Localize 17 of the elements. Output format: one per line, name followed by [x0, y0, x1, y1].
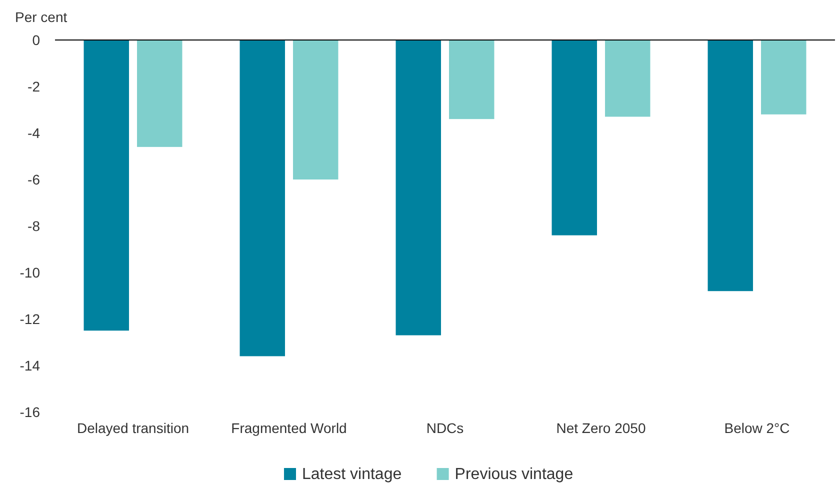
legend-label: Previous vintage	[454, 466, 574, 483]
y-tick-label: 0	[32, 32, 40, 48]
y-tick-label: -14	[20, 357, 40, 374]
x-tick-label: Net Zero 2050	[556, 420, 646, 436]
y-axis-title: Per cent	[15, 9, 68, 25]
x-tick-label: Below 2°C	[724, 420, 790, 436]
y-tick-label: -4	[28, 124, 40, 141]
y-tick-label: -10	[20, 264, 40, 280]
legend-label: Latest vintage	[302, 466, 402, 483]
x-tick-label: NDCs	[426, 420, 464, 436]
y-tick-label: -12	[20, 310, 40, 327]
x-tick-label: Fragmented World	[231, 420, 347, 436]
y-tick-label: -2	[28, 78, 40, 94]
y-tick-label: -8	[28, 218, 40, 234]
y-tick-label: -6	[28, 171, 40, 188]
x-tick-label: Delayed transition	[76, 420, 190, 436]
y-tick-label: -16	[20, 404, 40, 420]
